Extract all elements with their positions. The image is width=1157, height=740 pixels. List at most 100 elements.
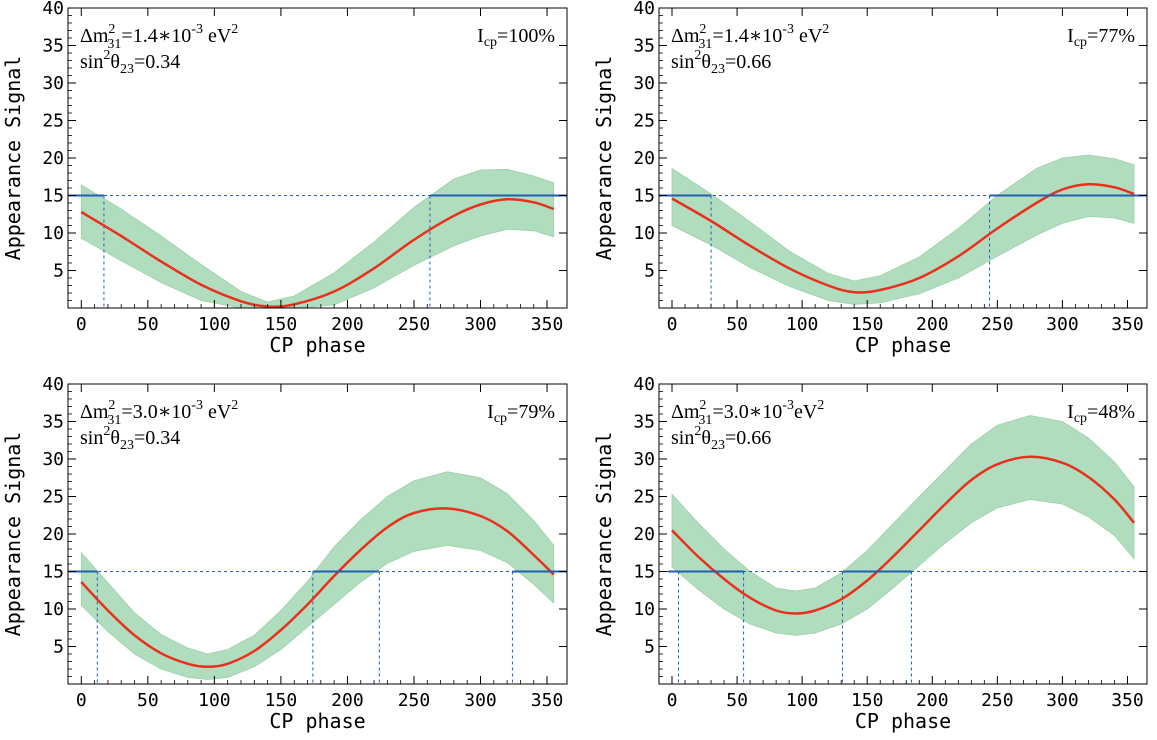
x-tick-label: 300 (464, 690, 497, 711)
x-axis-label: CP phase (269, 333, 365, 357)
superscript: 2 (103, 48, 110, 63)
y-tick-label: 10 (42, 223, 64, 244)
unit: eV (794, 401, 818, 423)
unit: eV (794, 25, 823, 47)
x-tick-label: 100 (198, 690, 231, 711)
subscript: 23 (120, 438, 134, 453)
subscript: 31 (698, 37, 712, 52)
delta-m: Δm (671, 25, 700, 47)
icp-annotation: Icp=77% (1067, 25, 1135, 50)
y-tick-label: 5 (644, 637, 655, 658)
mixing-angle-annotation: sin2θ23=0.66 (671, 424, 771, 453)
y-tick-label: 30 (42, 449, 64, 470)
mass-value: =1.4∗10 (712, 25, 782, 47)
superscript: 2 (699, 22, 706, 37)
x-tick-label: 100 (786, 690, 819, 711)
unit: eV (203, 401, 232, 423)
y-tick-label: 30 (633, 73, 655, 94)
delta-m: Δm (671, 401, 700, 423)
y-tick-label: 30 (42, 73, 64, 94)
mass-splitting-annotation: Δm2 31=1.4∗10-3 eV2 (671, 22, 829, 52)
icp-letter: I (1067, 401, 1074, 423)
x-tick-label: 200 (331, 690, 364, 711)
y-axis-label: Appearance Signal (592, 56, 616, 261)
x-tick-label: 0 (76, 690, 87, 711)
mass-value: =3.0∗10 (121, 401, 191, 423)
superscript: 2 (699, 398, 706, 413)
x-tick-label: 50 (726, 314, 748, 335)
x-tick-label: 200 (331, 314, 364, 335)
y-tick-label: 15 (42, 562, 64, 583)
mixing-angle-annotation: sin2θ23=0.66 (671, 48, 771, 77)
y-axis-label: Appearance Signal (1, 432, 25, 637)
y-tick-label: 25 (633, 487, 655, 508)
unit-superscript: 2 (231, 398, 238, 413)
x-tick-label: 0 (76, 314, 87, 335)
superscript: 2 (103, 424, 110, 439)
y-axis-label: Appearance Signal (1, 56, 25, 261)
y-tick-label: 40 (42, 0, 64, 19)
delta-m: Δm (80, 25, 109, 47)
mass-splitting-annotation: Δm2 31=3.0∗10-3eV2 (671, 398, 824, 428)
icp-value: =48% (1087, 401, 1135, 423)
icp-subscript: cp (1074, 411, 1087, 426)
central-curve (80, 507, 555, 669)
y-tick-label: 35 (42, 412, 64, 433)
x-tick-label: 250 (981, 690, 1014, 711)
exponent: -3 (191, 398, 203, 413)
y-tick-label: 35 (42, 36, 64, 57)
y-tick-label: 5 (644, 261, 655, 282)
angle-value: =0.34 (134, 427, 180, 449)
uncertainty-band (671, 154, 1135, 305)
icp-subscript: cp (484, 35, 497, 50)
y-tick-label: 10 (633, 599, 655, 620)
icp-value: =79% (507, 401, 555, 423)
y-tick-label: 20 (633, 148, 655, 169)
y-tick-label: 5 (53, 261, 64, 282)
x-tick-label: 250 (398, 690, 431, 711)
x-tick-label: 50 (137, 690, 159, 711)
angle-value: =0.66 (725, 51, 771, 73)
mixing-angle-annotation: sin2θ23=0.34 (80, 48, 180, 77)
uncertainty-band (80, 168, 555, 308)
y-tick-label: 15 (42, 186, 64, 207)
y-tick-label: 40 (42, 374, 64, 395)
y-tick-label: 40 (633, 0, 655, 19)
superscript: 2 (108, 398, 115, 413)
subscript: 23 (711, 62, 725, 77)
x-tick-label: 50 (726, 690, 748, 711)
y-tick-label: 5 (53, 637, 64, 658)
x-tick-label: 250 (981, 314, 1014, 335)
x-tick-label: 150 (265, 314, 298, 335)
unit-superscript: 2 (822, 22, 829, 37)
angle-value: =0.34 (134, 51, 180, 73)
y-axis-label: Appearance Signal (592, 432, 616, 637)
mass-value: =3.0∗10 (712, 401, 782, 423)
icp-letter: I (487, 401, 494, 423)
exponent: -3 (191, 22, 203, 37)
x-tick-label: 150 (265, 690, 298, 711)
y-tick-label: 10 (633, 223, 655, 244)
y-tick-label: 35 (633, 412, 655, 433)
icp-annotation: Icp=100% (477, 25, 555, 50)
subscript: 23 (711, 438, 725, 453)
y-tick-label: 25 (42, 111, 64, 132)
central-curve (671, 455, 1135, 615)
theta: θ (701, 51, 711, 73)
subscript: 23 (120, 62, 134, 77)
y-tick-label: 20 (42, 148, 64, 169)
subscript: 31 (107, 413, 121, 428)
x-tick-label: 100 (198, 314, 231, 335)
x-tick-label: 0 (667, 314, 678, 335)
x-tick-label: 300 (1046, 314, 1079, 335)
x-tick-label: 50 (137, 314, 159, 335)
superscript: 2 (108, 22, 115, 37)
delta-m: Δm (80, 401, 109, 423)
x-axis-label: CP phase (855, 333, 951, 357)
x-tick-label: 200 (916, 690, 949, 711)
theta: θ (110, 427, 120, 449)
panel-4: 0 50 100 150 200 250 300 350 5 10 15 20 25 30 35 40 CP p… (592, 374, 1148, 733)
x-axis-label: CP phase (269, 709, 365, 733)
y-tick-label: 25 (633, 111, 655, 132)
mass-value: =1.4∗10 (121, 25, 191, 47)
